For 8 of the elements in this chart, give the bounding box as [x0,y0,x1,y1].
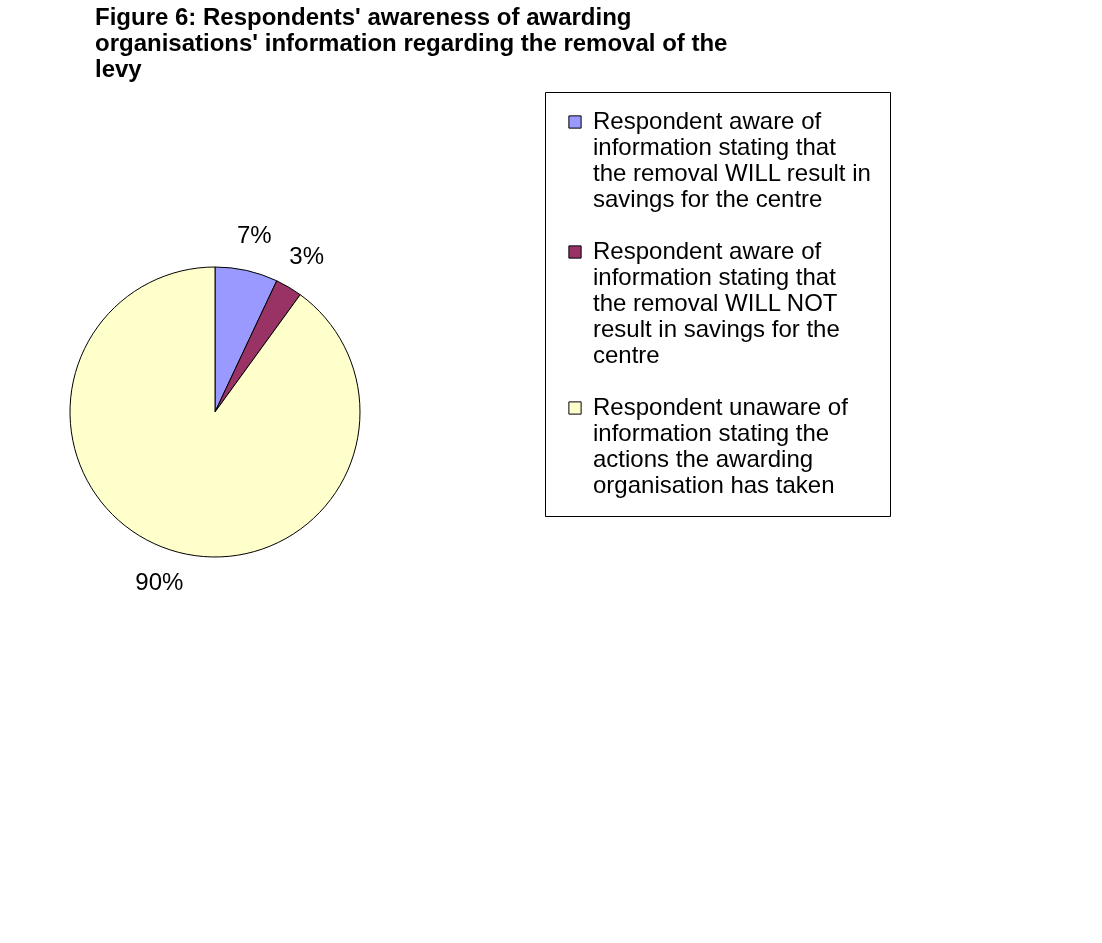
chart-title: Figure 6: Respondents' awareness of awarding organisations' information regarding the removal of the levy [95,2,728,82]
legend-label: Respondent unaware of information stating the actions the awarding organisation has taken [593,393,849,498]
data-label: 90% [135,568,184,596]
legend-label: Respondent aware of information stating that the removal WILL NOT result in savings for the centre [593,237,840,368]
data-label: 7% [236,221,272,249]
legend-label: Respondent aware of information stating that the removal WILL result in savings for the centre [593,107,871,212]
pie-slice [69,266,361,558]
data-label: 3% [289,242,324,270]
